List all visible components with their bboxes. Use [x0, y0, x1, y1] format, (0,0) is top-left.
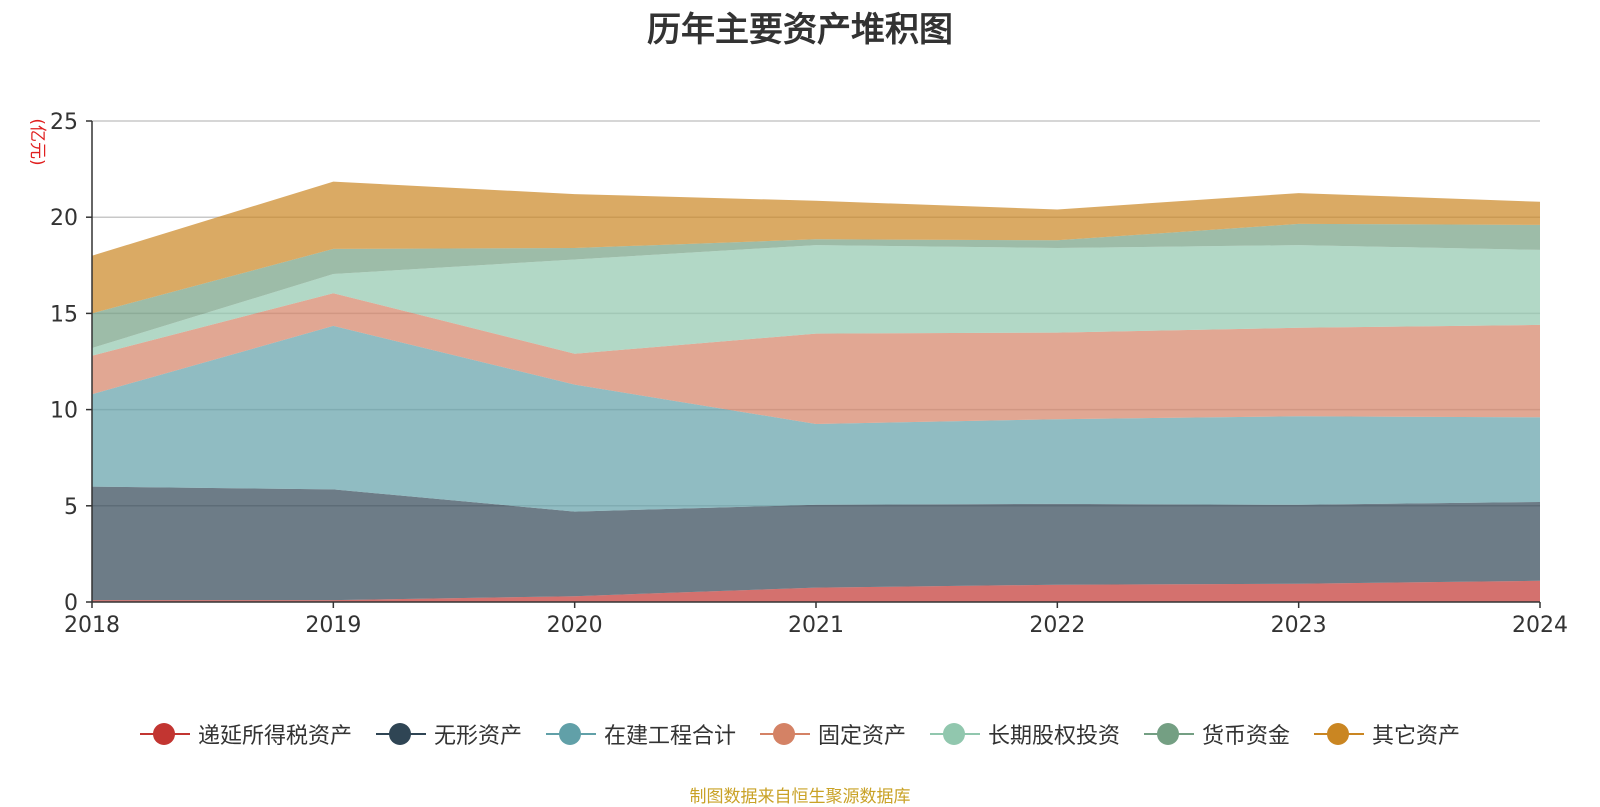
legend-label: 其它资产: [1372, 724, 1461, 749]
area-layer: [92, 181, 1540, 602]
legend-label: 货币资金: [1202, 724, 1291, 749]
area-series-1: [92, 486, 1540, 601]
y-tick-label: 0: [64, 591, 78, 616]
legend-label: 长期股权投资: [988, 724, 1121, 749]
area-series-2: [92, 325, 1540, 512]
legend-item-4[interactable]: 长期股权投资: [930, 718, 1120, 750]
legend-item-5[interactable]: 货币资金: [1144, 718, 1290, 750]
legend-item-3[interactable]: 固定资产: [759, 718, 906, 750]
legend-marker-icon: [545, 723, 596, 745]
area-series-3: [92, 293, 1540, 424]
y-tick-label: 25: [50, 110, 78, 135]
legend-marker-icon: [375, 723, 426, 745]
source-note: 制图数据来自恒生聚源数据库: [689, 787, 911, 807]
legend-marker-icon: [930, 723, 980, 745]
y-axis-label: (亿元): [27, 118, 47, 165]
legend-item-6[interactable]: 其它资产: [1314, 718, 1460, 750]
legend-label: 递延所得税资产: [197, 724, 352, 749]
x-tick-label: 2018: [64, 613, 120, 638]
legend-item-2[interactable]: 在建工程合计: [545, 718, 736, 750]
y-tick-label: 15: [50, 302, 78, 327]
legend-label: 无形资产: [433, 724, 522, 749]
legend-marker-icon: [1314, 723, 1365, 745]
legend-marker-icon: [1144, 723, 1195, 745]
x-tick-label: 2020: [547, 613, 603, 638]
legend-label: 固定资产: [817, 724, 906, 749]
y-tick-label: 20: [50, 206, 78, 231]
area-series-0: [92, 580, 1540, 602]
area-series-5: [92, 223, 1540, 348]
y-tick-label: 10: [50, 399, 78, 424]
legend-marker-icon: [139, 723, 190, 745]
area-series-4: [92, 245, 1540, 356]
legend: 递延所得税资产 无形资产 在建工程合计 固定资产 长期股权投资 货币资金 其它资产: [0, 718, 1600, 750]
x-tick-label: 2023: [1271, 613, 1327, 638]
x-tick-label: 2024: [1512, 613, 1568, 638]
legend-marker-icon: [759, 723, 810, 745]
axis-layer: 0 5 10 15 20 25 2018 2019 2020 2021 2022 2023 2024: [50, 110, 1568, 638]
legend-item-0[interactable]: 递延所得税资产: [139, 718, 352, 750]
x-tick-label: 2019: [305, 613, 361, 638]
y-tick-label: 5: [64, 495, 78, 520]
legend-item-1[interactable]: 无形资产: [375, 718, 522, 750]
area-series-6: [92, 181, 1540, 314]
x-tick-label: 2022: [1029, 613, 1085, 638]
x-tick-label: 2021: [788, 613, 844, 638]
chart-title: 历年主要资产堆积图: [647, 10, 953, 50]
legend-label: 在建工程合计: [603, 724, 736, 749]
